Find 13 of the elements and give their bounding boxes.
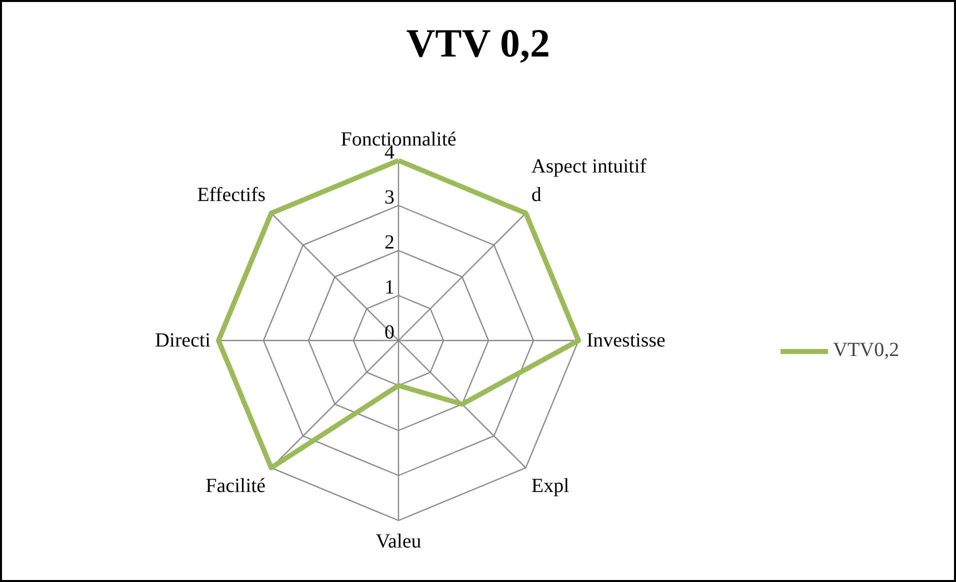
spoke-label: Effectifs [197,184,266,206]
spoke-label: Valeu [376,530,422,552]
spoke-label: Expl [531,474,570,497]
spoke-label: Aspect intuitif d [531,156,647,206]
y-tick-label: 2 [384,232,394,254]
spoke-label: Directi [154,330,211,352]
chart-title: VTV 0,2 [406,20,550,66]
spoke-label: Facilité [206,474,266,497]
y-tick-label: 1 [384,276,394,298]
y-tick-label: 3 [384,186,394,208]
spoke-label: Investisse [586,330,666,352]
legend-label: VTV0,2 [833,339,900,362]
y-tick-label: 0 [384,322,394,344]
